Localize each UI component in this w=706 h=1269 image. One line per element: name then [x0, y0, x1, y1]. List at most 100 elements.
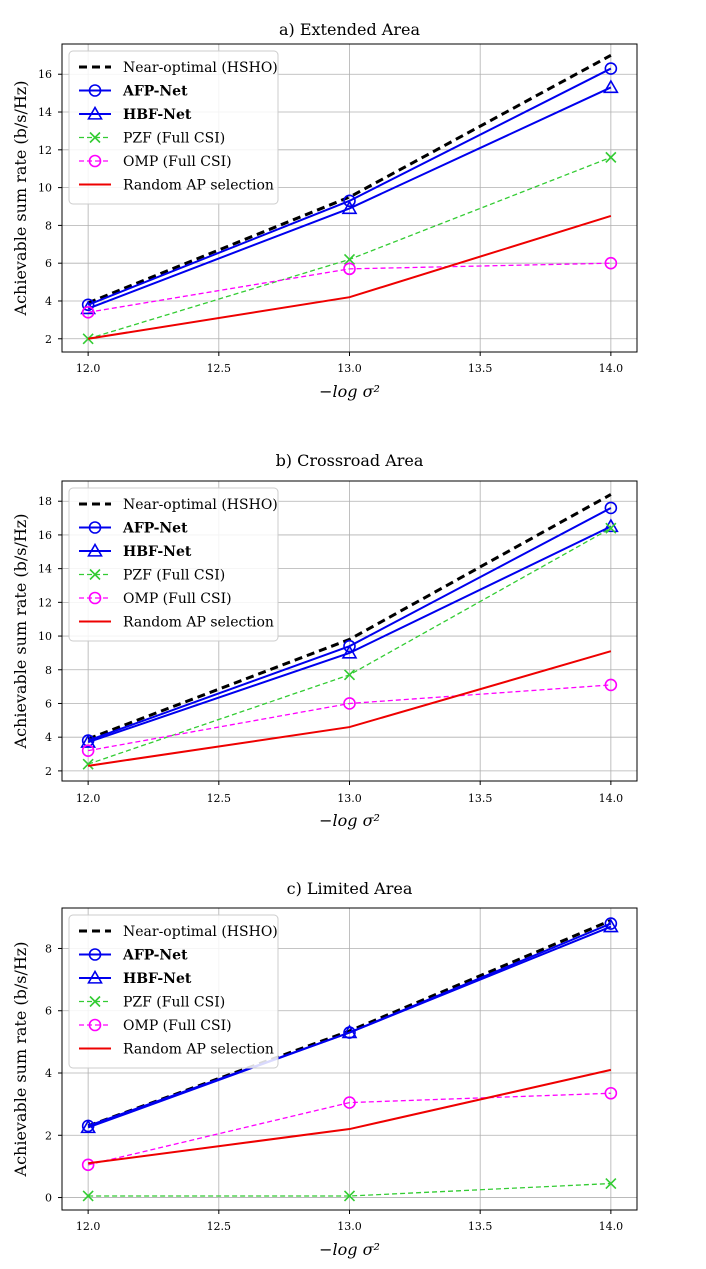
legend: Near-optimal (HSHO) AFP-Net HBF-Net PZF (Fu… — [68, 487, 279, 642]
legend-entry: HBF-Net — [79, 969, 192, 987]
legend-marker — [88, 591, 102, 605]
y-tick-label: 10 — [38, 182, 52, 195]
y-tick-label: 12 — [38, 596, 52, 609]
data-point — [343, 669, 356, 681]
x-tick-label: 13.5 — [468, 362, 493, 375]
data-point — [341, 200, 358, 215]
y-tick-label: 2 — [45, 333, 52, 346]
chart-panel-2: b) Crossroad Area 12.0 12.5 13.0 13.5 14.0 2 4 6… — [11, 451, 638, 830]
series-line — [87, 925, 612, 1129]
data-point — [343, 194, 356, 208]
data-point — [343, 253, 356, 265]
legend-entry: Near-optimal (HSHO) — [79, 60, 278, 76]
x-tick-label: 14.0 — [599, 362, 624, 375]
chart-panel-1: a) Extended Area 12.0 12.5 13.0 13.5 14.0 2 4 6 8… — [11, 20, 638, 401]
series-4 — [82, 1177, 617, 1202]
legend-entry: AFP-Net — [79, 84, 188, 100]
y-tick-label: 14 — [38, 563, 52, 576]
series-line — [87, 525, 612, 744]
legend-label: AFP-Net — [122, 84, 188, 100]
y-axis-label: Achievable sum rate (b/s/Hz) — [11, 942, 30, 1178]
series-6 — [88, 1068, 612, 1165]
data-point — [80, 1119, 97, 1134]
data-point — [602, 79, 619, 94]
y-tick-label: 18 — [38, 495, 52, 508]
series-line — [87, 86, 612, 310]
data-point — [604, 256, 618, 270]
legend-label: OMP (Full CSI) — [123, 154, 232, 170]
data-point — [82, 1190, 94, 1202]
y-tick-label: 8 — [45, 664, 52, 677]
data-point — [604, 501, 618, 515]
x-tick-label: 12.5 — [207, 792, 232, 805]
legend-marker — [89, 568, 101, 581]
data-point — [604, 62, 618, 75]
y-tick-label: 16 — [38, 529, 52, 542]
legend-box — [68, 50, 279, 205]
y-tick-label: 4 — [45, 1067, 52, 1080]
data-point — [343, 262, 356, 276]
x-axis-label: −log σ² — [319, 1240, 380, 1259]
legend-label: HBF-Net — [123, 971, 192, 987]
legend-marker — [89, 131, 101, 144]
data-point — [343, 639, 356, 653]
y-tick-label: 8 — [45, 219, 52, 232]
data-point — [605, 522, 617, 534]
legend-entry: AFP-Net — [79, 948, 188, 964]
legend-label: PZF (Full CSI) — [123, 995, 225, 1011]
data-point — [604, 1086, 618, 1100]
x-tick-label: 12.5 — [207, 1220, 232, 1233]
series-line — [87, 493, 612, 741]
legend-marker — [88, 1018, 102, 1032]
data-point — [605, 151, 617, 163]
data-point — [81, 298, 95, 312]
legend-label: AFP-Net — [122, 948, 188, 964]
y-tick-label: 8 — [45, 942, 52, 955]
y-tick-label: 6 — [45, 1005, 52, 1018]
legend-label: OMP (Full CSI) — [123, 591, 232, 607]
legend-label: Near-optimal (HSHO) — [123, 60, 278, 76]
chart-title: c) Limited Area — [287, 879, 413, 898]
data-point — [604, 917, 618, 930]
y-tick-label: 6 — [45, 257, 52, 270]
legend-label: Random AP selection — [123, 178, 274, 194]
y-tick-label: 6 — [45, 697, 52, 710]
data-point — [81, 306, 95, 319]
data-point — [82, 758, 94, 770]
data-point — [343, 697, 356, 710]
x-axis-label: −log σ² — [319, 811, 380, 830]
legend-entry: OMP (Full CSI) — [79, 591, 232, 607]
chart-panel-3: c) Limited Area 12.0 12.5 13.0 13.5 14.0 0 2 4 6 8… — [11, 879, 638, 1259]
x-tick-label: 12.0 — [76, 1220, 101, 1233]
data-point — [343, 1096, 356, 1109]
y-tick-label: 4 — [45, 731, 52, 744]
x-tick-label: 13.0 — [337, 792, 362, 805]
legend-entry: Random AP selection — [79, 615, 274, 631]
legend: Near-optimal (HSHO) AFP-Net HBF-Net PZF (Fu… — [68, 50, 279, 205]
y-tick-label: 10 — [38, 630, 52, 643]
series-line — [88, 1182, 611, 1197]
x-tick-label: 14.0 — [599, 792, 624, 805]
legend-label: Random AP selection — [123, 1042, 274, 1058]
series-line — [88, 684, 611, 752]
legend-entry: PZF (Full CSI) — [79, 568, 225, 584]
legend-marker — [87, 969, 103, 984]
legend-box — [68, 487, 279, 642]
data-point — [605, 1177, 617, 1190]
legend-entry: HBF-Net — [79, 105, 192, 123]
series-5 — [81, 678, 618, 757]
legend-entry: PZF (Full CSI) — [79, 131, 225, 147]
legend-marker — [88, 948, 102, 961]
data-point — [604, 678, 618, 692]
legend-label: OMP (Full CSI) — [123, 1018, 232, 1034]
series-5 — [81, 1086, 618, 1172]
y-tick-label: 4 — [45, 295, 52, 308]
legend-label: Near-optimal (HSHO) — [123, 924, 278, 940]
y-tick-label: 12 — [38, 144, 52, 157]
legend-label: Near-optimal (HSHO) — [123, 497, 278, 513]
x-tick-label: 13.5 — [468, 792, 493, 805]
series-line — [87, 214, 612, 340]
series-line — [88, 262, 611, 313]
